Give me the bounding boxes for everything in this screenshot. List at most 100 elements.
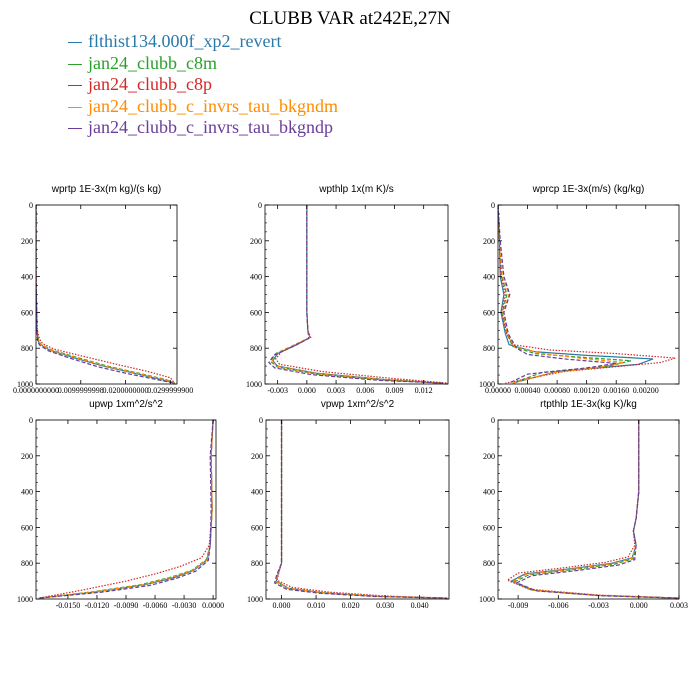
legend-item: jan24_clubb_c8p — [68, 74, 338, 96]
y-tick-label: 0 — [491, 201, 495, 210]
y-tick-label: 800 — [250, 344, 262, 353]
y-tick-label: 200 — [21, 452, 33, 461]
y-tick-label: 800 — [483, 559, 495, 568]
x-tick-label: 0.00120 — [574, 386, 600, 395]
series-line — [498, 205, 676, 384]
y-tick-label: 400 — [21, 488, 33, 497]
legend-item: flthist134.000f_xp2_revert — [68, 31, 338, 53]
panel-title: rtpthlp 1E-3x(kg K)/kg — [540, 399, 637, 410]
series-line — [498, 205, 632, 384]
x-tick-label: 0.009 — [385, 386, 403, 395]
legend-swatch — [68, 106, 82, 108]
y-tick-label: 200 — [251, 452, 263, 461]
series-line — [36, 205, 175, 384]
x-tick-label: 0.003 — [670, 601, 688, 610]
plot-frame — [265, 419, 450, 600]
y-tick-label: 800 — [251, 559, 263, 568]
legend: flthist134.000f_xp2_revert jan24_clubb_c… — [68, 31, 338, 139]
y-tick-label: 1000 — [247, 595, 263, 604]
y-tick-label: 0 — [259, 416, 263, 425]
x-tick-label: -0.0120 — [85, 601, 110, 610]
y-tick-label: 1000 — [17, 380, 33, 389]
series-line — [515, 420, 679, 599]
x-tick-label: 0.012 — [415, 386, 433, 395]
y-tick-label: 0 — [29, 201, 33, 210]
series-line — [506, 420, 679, 599]
series-line — [273, 420, 448, 599]
x-tick-label: -0.0150 — [56, 601, 81, 610]
series-line — [275, 420, 448, 599]
panel-title: wprcp 1E-3x(m/s) (kg/kg) — [532, 184, 645, 195]
series-line — [268, 205, 444, 384]
legend-label: jan24_clubb_c_invrs_tau_bkgndp — [88, 117, 333, 137]
y-tick-label: 600 — [21, 523, 33, 532]
series-line — [270, 205, 444, 384]
y-tick-label: 400 — [483, 488, 495, 497]
legend-swatch — [68, 42, 82, 44]
chart-panel: upwp 1xm^2/s^2 0 200 400 600 800 1000 -0.0150 -0… — [17, 399, 224, 610]
x-tick-label: 0.0099999998 — [58, 386, 104, 395]
series-line — [274, 420, 448, 599]
x-tick-label: 0.000 — [298, 386, 316, 395]
x-tick-label: -0.006 — [548, 601, 569, 610]
x-tick-label: 0.006 — [356, 386, 374, 395]
y-tick-label: 600 — [21, 308, 33, 317]
series-line — [511, 420, 679, 599]
plot-frame — [35, 204, 178, 385]
legend-label: jan24_clubb_c8m — [88, 52, 217, 73]
y-tick-label: 200 — [483, 237, 495, 246]
y-tick-label: 600 — [251, 523, 263, 532]
plot-frame — [497, 204, 680, 385]
x-tick-label: 0.00160 — [603, 386, 629, 395]
y-tick-label: 400 — [483, 273, 495, 282]
series-line — [36, 205, 176, 384]
y-tick-label: 400 — [250, 273, 262, 282]
x-tick-label: 0.00080 — [544, 386, 570, 395]
y-tick-label: 0 — [258, 201, 262, 210]
x-tick-label: 0.00040 — [515, 386, 541, 395]
y-tick-label: 1000 — [17, 595, 33, 604]
y-tick-label: 0 — [29, 416, 33, 425]
chart-panel: wprcp 1E-3x(m/s) (kg/kg) 0 200 400 600 800 100… — [479, 184, 680, 395]
chart-panel: wprtp 1E-3x(m kg)/(s kg) 0 200 400 600 800 100… — [13, 184, 193, 395]
y-tick-label: 200 — [250, 237, 262, 246]
chart-panel: wpthlp 1x(m K)/s 0 200 400 600 800 1000 -0.003 0… — [246, 184, 449, 395]
legend-swatch — [68, 128, 82, 130]
x-tick-label: -0.0030 — [172, 601, 197, 610]
legend-item: jan24_clubb_c8m — [68, 53, 338, 75]
y-tick-label: 800 — [483, 344, 495, 353]
series-line — [271, 205, 444, 384]
y-tick-label: 600 — [483, 523, 495, 532]
x-tick-label: 0.00200 — [633, 386, 659, 395]
x-tick-label: -0.003 — [588, 601, 609, 610]
y-tick-label: 1000 — [479, 595, 495, 604]
legend-swatch — [68, 63, 82, 65]
y-tick-label: 0 — [491, 416, 495, 425]
series-line — [38, 420, 214, 599]
x-tick-label: 0.000 — [273, 601, 291, 610]
x-tick-label: 0.0299999900 — [147, 386, 193, 395]
panel-title: wprtp 1E-3x(m kg)/(s kg) — [51, 184, 161, 195]
series-line — [498, 205, 654, 384]
series-line — [36, 205, 175, 384]
x-tick-label: 0.003 — [327, 386, 345, 395]
series-line — [498, 205, 617, 384]
series-line — [276, 420, 448, 599]
series-line — [272, 205, 444, 384]
x-tick-label: -0.009 — [508, 601, 529, 610]
chart-panel: vpwp 1xm^2/s^2 0 200 400 600 800 1000 0.000 0.01… — [247, 399, 450, 610]
y-tick-label: 600 — [483, 308, 495, 317]
x-tick-label: -0.003 — [267, 386, 288, 395]
legend-swatch — [68, 85, 82, 87]
chart-panel: rtpthlp 1E-3x(kg K)/kg 0 200 400 600 800 1000 -… — [479, 399, 688, 610]
y-tick-label: 200 — [21, 237, 33, 246]
y-tick-label: 800 — [21, 344, 33, 353]
x-tick-label: 0.0200000000 — [103, 386, 149, 395]
plot-frame — [264, 204, 449, 385]
panel-title: vpwp 1xm^2/s^2 — [321, 399, 395, 410]
series-line — [36, 205, 175, 384]
series-line — [36, 205, 175, 384]
x-tick-label: 0.010 — [307, 601, 325, 610]
series-line — [275, 420, 448, 599]
